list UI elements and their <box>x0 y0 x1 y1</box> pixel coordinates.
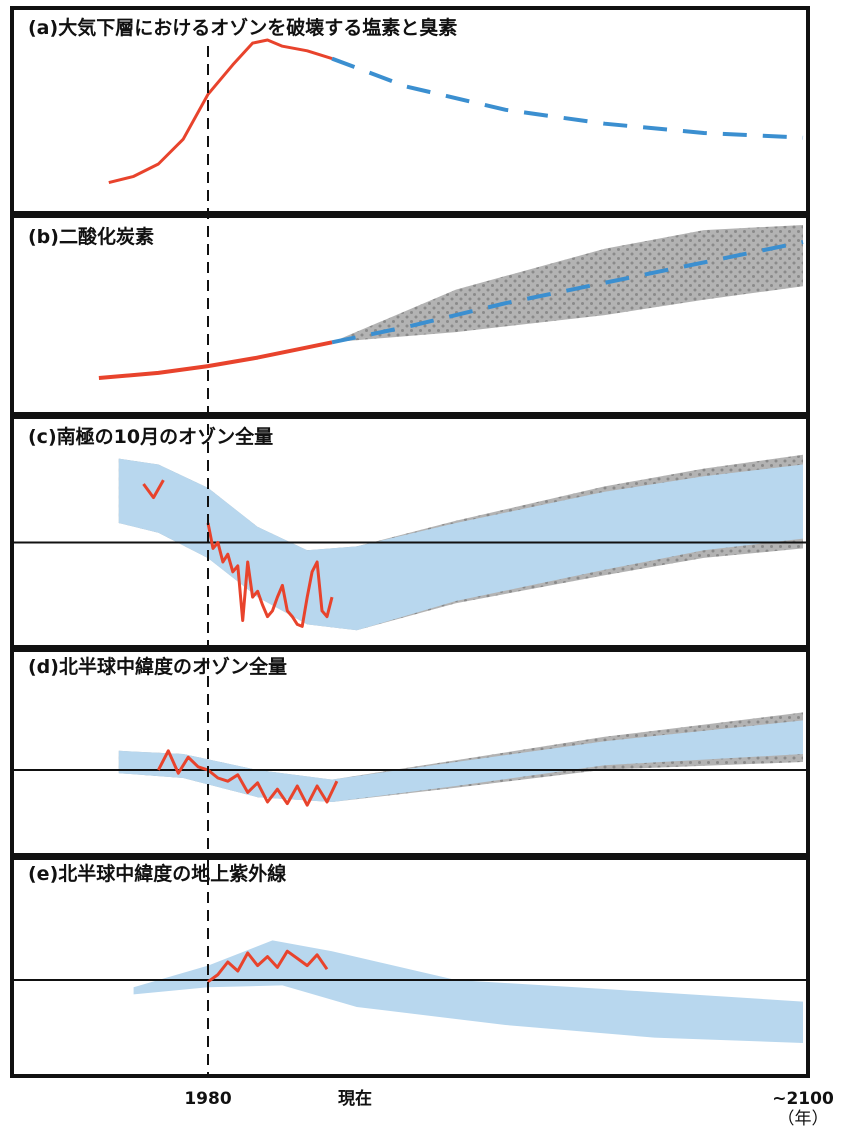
panel-a-frame <box>10 6 810 215</box>
panel-a-observed <box>108 38 333 185</box>
axis-label-1980: 1980 <box>184 1089 231 1109</box>
panel-b <box>10 214 810 416</box>
panel-e-frame <box>10 856 810 1078</box>
panel-d <box>10 648 810 857</box>
panel-d-observed <box>157 749 339 807</box>
panel-e-model-band <box>133 940 804 1043</box>
panel-c-title: (c)南極の10月のオゾン全量 <box>28 425 273 448</box>
axis-label-2100: ~2100 <box>772 1089 834 1109</box>
panel-b-title: (b)二酸化炭素 <box>28 225 154 248</box>
panel-c-observed <box>206 522 334 628</box>
panel-e <box>10 856 810 1078</box>
panel-e-title: (e)北半球中緯度の地上紫外線 <box>28 862 286 885</box>
panel-c-model-band <box>118 458 804 631</box>
panel-b-uncertainty <box>332 225 803 343</box>
panel-d-title: (d)北半球中緯度のオゾン全量 <box>28 655 287 678</box>
panel-c-observed-early <box>142 479 165 500</box>
panel-a-title: (a)大気下層におけるオゾンを破壊する塩素と臭素 <box>28 16 457 39</box>
panel-c <box>10 415 810 649</box>
axis-unit-year: （年） <box>778 1109 829 1129</box>
panel-e-observed <box>207 949 329 984</box>
panel-b-observed <box>98 340 333 380</box>
panel-a <box>10 6 810 215</box>
panel-b-projection <box>331 240 804 345</box>
axis-label-present: 現在 <box>338 1088 372 1109</box>
panel-d-model-band <box>118 720 804 802</box>
